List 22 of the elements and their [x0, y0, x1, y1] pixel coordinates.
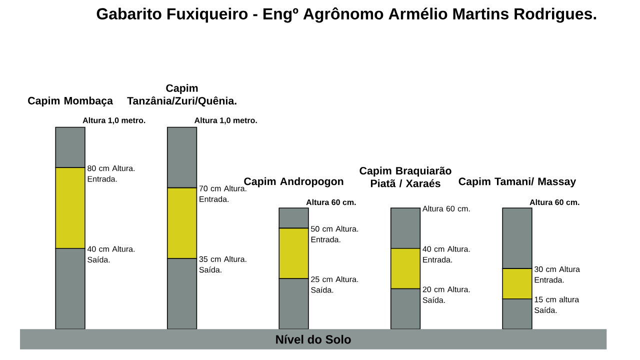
annotation: 35 cm Altura. Saída. [199, 256, 246, 273]
x-tick-label: Capim Braquiarão Piatã / Xaraés [360, 166, 452, 188]
x-tick-label: Capim Tamani/ Massay [458, 177, 576, 188]
annotation: 40 cm Altura. Saída. [87, 246, 134, 263]
chart-title: Gabarito Fuxiqueiro - Engº Agrônomo Armélio Martins Rodrigues. [96, 7, 596, 23]
annotation: 25 cm Altura. Saída. [311, 276, 358, 293]
annotation: 15 cm altura Saída. [534, 296, 580, 313]
annotation: 50 cm Altura. Entrada. [311, 226, 358, 242]
annotation: Altura 60 cm. [422, 206, 470, 212]
x-tick-label: Capim Tanzânia/Zuri/Quênia. [127, 84, 236, 107]
annotation: 40 cm Altura. Entrada. [422, 246, 470, 263]
annotation: 30 cm Altura Entrada. [534, 266, 580, 283]
annotation: 20 cm Altura. Saída. [422, 286, 470, 303]
x-tick-label: Capim Mombaça [28, 96, 114, 107]
x-tick-label: Capim Andropogon [244, 177, 344, 188]
text: Nível do Solo [276, 334, 351, 344]
annotation: 80 cm Altura. Entrada. [88, 165, 134, 182]
annotation: Altura 1,0 metro. [82, 117, 146, 124]
annotation: Altura 60 cm. [306, 199, 356, 206]
annotation: 70 cm Altura. Entrada. [199, 185, 246, 202]
annotation: Altura 60 cm. [530, 199, 580, 206]
annotation: Altura 1,0 metro. [194, 117, 257, 124]
